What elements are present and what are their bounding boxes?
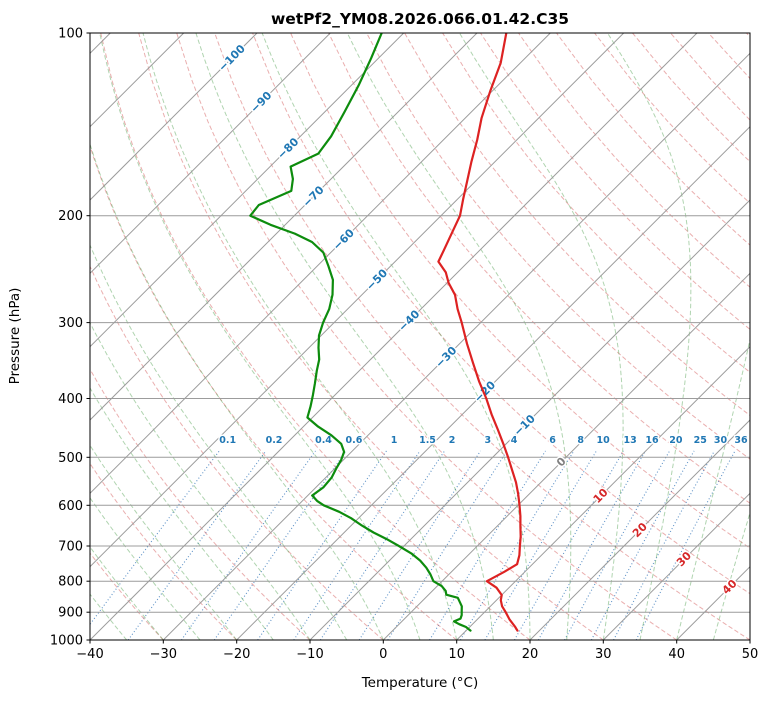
x-tick-label: −40 [76, 647, 103, 662]
x-tick-label: 0 [379, 647, 387, 662]
mixing-ratio-label: 10 [596, 435, 610, 446]
mixing-ratio-label: 3 [484, 435, 491, 446]
x-tick-label: 20 [522, 647, 539, 662]
mixing-ratio-labels: 0.1 0.2 0.4 0.6 1 1.5 2 3 4 6 8 10 13 16 20 25 30 36 [218, 433, 750, 447]
x-tick-label: 10 [448, 647, 465, 662]
dewpoint-curve [249, 33, 472, 632]
y-tick-label: 400 [58, 392, 83, 407]
mixing-ratio-label: 0.2 [266, 435, 283, 446]
chart-layers: −100−90−80−70−60−50−40−30−20−10010203040… [50, 27, 758, 663]
y-axis-label: Pressure (hPa) [7, 288, 23, 385]
mixing-ratio-label: 1.5 [419, 435, 436, 446]
x-tick-label: 30 [595, 647, 612, 662]
x-tick-label: 40 [668, 647, 685, 662]
y-tick-label: 700 [58, 540, 83, 555]
moist-adiabats [90, 33, 750, 640]
dry-adiabats [90, 33, 750, 640]
mixing-ratio-label: 8 [577, 435, 584, 446]
temperature-curve [437, 33, 522, 632]
x-tick-label: 50 [742, 647, 759, 662]
mixing-ratio-label: 25 [694, 435, 707, 446]
y-tick-label: 1000 [50, 634, 83, 649]
x-tick-label: −30 [150, 647, 177, 662]
y-tick-label: 300 [58, 316, 83, 331]
y-tick-label: 200 [58, 209, 83, 224]
isotherms [90, 33, 750, 640]
mixing-ratio-label: 4 [511, 435, 518, 446]
y-tick-label: 100 [58, 27, 83, 42]
y-tick-label: 500 [58, 451, 83, 466]
pressure-gridlines [90, 32, 750, 641]
mixing-ratio-label: 2 [449, 435, 456, 446]
y-tick-label: 600 [58, 499, 83, 514]
mixing-ratio-label: 13 [623, 435, 636, 446]
mixing-ratio-label: 36 [734, 435, 748, 446]
y-tick-label: 900 [58, 606, 83, 621]
axes: −40 −30 −20 −10 0 10 20 30 40 5010020030040050060… [50, 27, 758, 663]
profiles [249, 33, 522, 632]
x-tick-label: −20 [223, 647, 250, 662]
x-tick-label: −10 [296, 647, 323, 662]
mixing-ratio-label: 1 [391, 435, 398, 446]
y-tick-label: 800 [58, 575, 83, 590]
chart-title: wetPf2_YM08.2026.066.01.42.C35 [271, 10, 569, 28]
mixing-ratio-label: 0.6 [345, 435, 362, 446]
mixing-ratio-label: 0.1 [219, 435, 236, 446]
mixing-ratio-label: 30 [714, 435, 728, 446]
x-axis-label: Temperature (°C) [361, 675, 479, 691]
mixing-ratio-label: 16 [645, 435, 659, 446]
mixing-ratio-label: 20 [669, 435, 683, 446]
mixing-ratio-label: 6 [549, 435, 556, 446]
mixing-ratio-label: 0.4 [315, 435, 332, 446]
